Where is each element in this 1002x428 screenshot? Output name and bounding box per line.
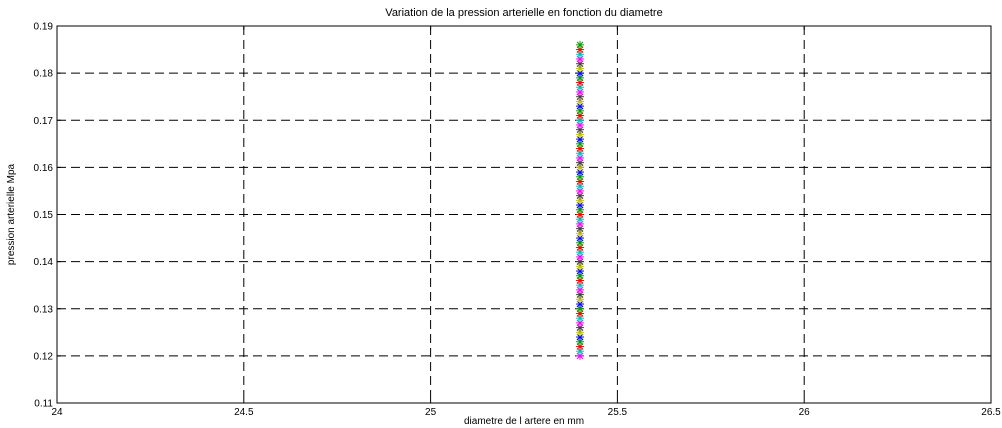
x-tick-label: 26 xyxy=(799,407,811,418)
y-tick-label: 0.15 xyxy=(34,210,54,221)
data-point xyxy=(576,125,585,134)
data-point xyxy=(576,73,585,82)
x-tick-label: 25.5 xyxy=(608,407,628,418)
data-point xyxy=(576,314,585,323)
data-point xyxy=(576,333,585,342)
y-axis-label: pression arterielle Mpa xyxy=(6,163,17,265)
chart-title: Variation de la pression arterielle en f… xyxy=(385,7,662,19)
data-point xyxy=(576,172,585,181)
data-point xyxy=(576,276,585,285)
y-tick-label: 0.16 xyxy=(34,163,54,174)
data-point xyxy=(576,191,585,200)
y-tick-label: 0.19 xyxy=(34,22,54,33)
data-points xyxy=(576,40,585,360)
y-tick-label: 0.11 xyxy=(34,399,53,410)
y-tick-label: 0.18 xyxy=(34,69,54,80)
data-point xyxy=(576,130,585,139)
x-tick-label: 26.5 xyxy=(981,407,1001,418)
y-tick-label: 0.13 xyxy=(34,304,54,315)
data-point xyxy=(576,323,585,332)
data-point xyxy=(576,351,585,360)
y-tick-label: 0.12 xyxy=(34,351,54,362)
data-point xyxy=(576,111,585,120)
x-tick-label: 24.5 xyxy=(234,407,254,418)
y-tick-label: 0.14 xyxy=(34,257,54,268)
data-point xyxy=(576,92,585,101)
data-point xyxy=(576,87,585,96)
x-axis-label: diametre de l artere en mm xyxy=(464,416,584,427)
y-tick-label: 0.17 xyxy=(34,116,54,127)
data-point xyxy=(576,40,585,49)
data-point xyxy=(576,271,585,280)
data-point xyxy=(576,135,585,144)
grid xyxy=(57,26,991,403)
x-tick-label: 24 xyxy=(51,407,63,418)
x-tick-label: 25 xyxy=(425,407,437,418)
data-point xyxy=(576,102,585,111)
ticks: 24 24.5 25 25.5 26 26.5 0.11 0.12 0.13 0.14 0.15 0.… xyxy=(34,22,1002,419)
